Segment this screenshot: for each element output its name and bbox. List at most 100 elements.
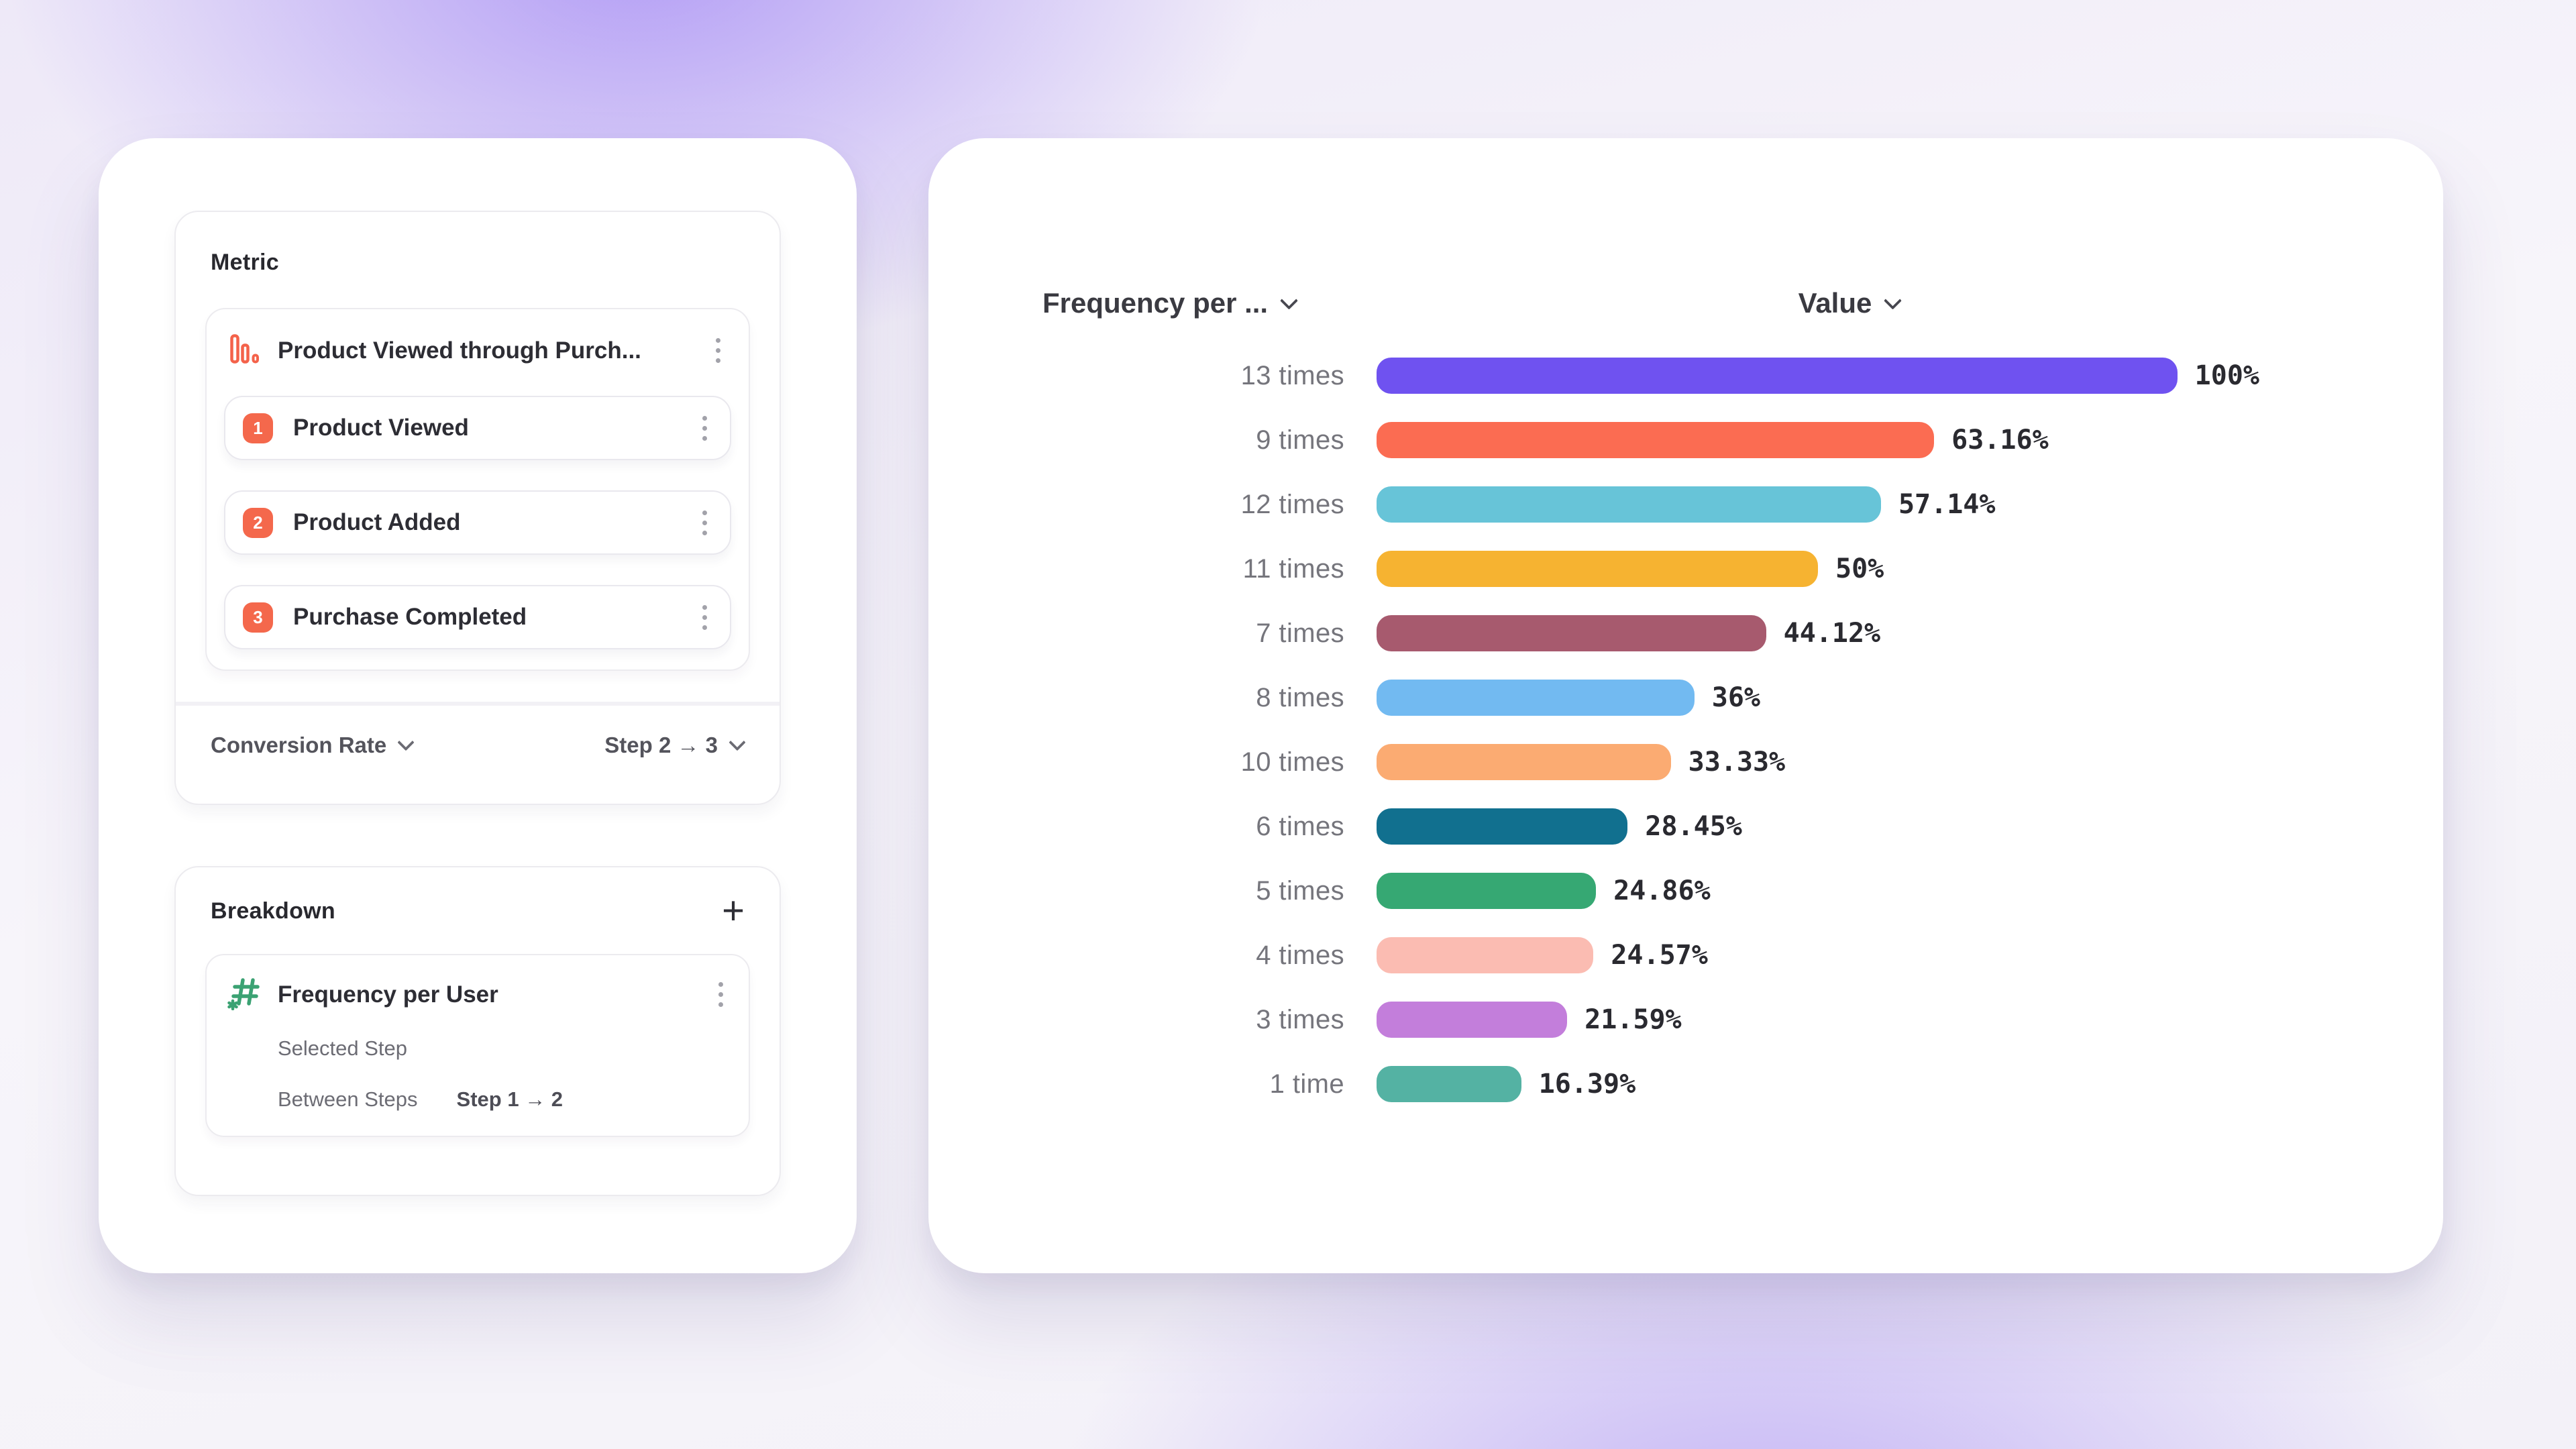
funnel-bars-icon <box>229 333 260 368</box>
bar-value-label: 57.14% <box>1898 489 1996 520</box>
chart-bar-row: 1 time 16.39% <box>1042 1052 2443 1116</box>
bar[interactable] <box>1377 937 1594 973</box>
breakdown-item-options: Selected Step Between Steps Step 1 → 2 <box>278 1036 729 1112</box>
bar[interactable] <box>1377 680 1695 716</box>
chart-bar-row: 4 times 24.57% <box>1042 923 2443 987</box>
bar-value-label: 16.39% <box>1538 1069 1636 1099</box>
step-number-badge: 1 <box>243 413 273 443</box>
bar[interactable] <box>1377 1066 1521 1102</box>
chart-bar-row: 9 times 63.16% <box>1042 408 2443 472</box>
bar-category-label: 4 times <box>1256 940 1344 970</box>
bar-cell: 28.45% <box>1377 808 2259 845</box>
step-range-dropdown[interactable]: Step 2 → 3 <box>604 733 746 758</box>
funnel-step-row[interactable]: 3 Purchase Completed <box>224 585 731 649</box>
breakdown-item-header[interactable]: Frequency per User <box>227 975 729 1014</box>
bar-category-label: 10 times <box>1240 747 1344 777</box>
bar-category-label: 7 times <box>1256 618 1344 648</box>
bar-cell: 16.39% <box>1377 1066 2259 1102</box>
step-label: Purchase Completed <box>293 604 527 630</box>
chevron-down-icon <box>397 734 415 751</box>
hash-numeric-icon <box>227 975 262 1014</box>
step-kebab-menu-icon[interactable] <box>697 506 712 539</box>
bar-cell: 44.12% <box>1377 615 2259 651</box>
query-builder-card: Metric Product Viewed through Purch... 1… <box>99 138 857 1273</box>
bar[interactable] <box>1377 808 1628 845</box>
metric-panel-divider <box>176 702 780 706</box>
step-kebab-menu-icon[interactable] <box>697 412 712 445</box>
bar[interactable] <box>1377 551 1818 587</box>
chevron-down-icon <box>1280 291 1299 310</box>
step-kebab-menu-icon[interactable] <box>697 601 712 634</box>
between-steps-value[interactable]: Step 1 → 2 <box>456 1087 564 1111</box>
chart-bar-row: 10 times 33.33% <box>1042 730 2443 794</box>
add-breakdown-button[interactable]: + <box>722 889 745 933</box>
bar[interactable] <box>1377 1002 1568 1038</box>
bar-category-label: 9 times <box>1256 425 1344 455</box>
step-range-dropdown-label: Step 2 → 3 <box>604 733 718 757</box>
between-steps-row: Between Steps Step 1 → 2 <box>278 1087 729 1112</box>
chart-bar-row: 5 times 24.86% <box>1042 859 2443 923</box>
category-column-label: Frequency per ... <box>1042 287 1269 319</box>
breakdown-section: Breakdown + <box>174 866 781 1196</box>
bar-category-label: 6 times <box>1256 811 1344 841</box>
bar-value-label: 28.45% <box>1645 811 1742 842</box>
bar-cell: 24.86% <box>1377 873 2259 909</box>
measurement-dropdown[interactable]: Conversion Rate <box>211 733 415 758</box>
bar[interactable] <box>1377 873 1597 909</box>
metric-section-title: Metric <box>211 250 279 275</box>
value-column-label: Value <box>1798 287 1872 319</box>
breakdown-kebab-menu-icon[interactable] <box>713 978 729 1011</box>
chart-header: Frequency per ... Value <box>1042 282 2443 325</box>
bar-value-label: 100% <box>2194 360 2259 391</box>
bar-cell: 21.59% <box>1377 1002 2259 1038</box>
bar[interactable] <box>1377 615 1766 651</box>
bar[interactable] <box>1377 358 2178 394</box>
bar-value-label: 33.33% <box>1688 747 1786 777</box>
bar-category-label: 12 times <box>1240 489 1344 519</box>
chart-bar-row: 6 times 28.45% <box>1042 794 2443 859</box>
bar-category-label: 13 times <box>1240 360 1344 390</box>
bar-cell: 33.33% <box>1377 744 2259 780</box>
bar-value-label: 24.86% <box>1613 875 1711 906</box>
breakdown-item-card: Frequency per User Selected Step Between… <box>205 954 750 1137</box>
selected-step-label: Selected Step <box>278 1036 408 1060</box>
bar[interactable] <box>1377 422 1935 458</box>
bar-value-label: 44.12% <box>1783 618 1881 649</box>
bar-value-label: 24.57% <box>1611 940 1708 971</box>
step-label: Product Added <box>293 509 461 535</box>
funnel-steps: 1 Product Viewed 2 Product Added 3 Purch… <box>224 396 731 649</box>
chart-rows: 13 times 100% 9 times 63.16% 12 times 57… <box>1042 343 2443 1116</box>
bar-category-label: 11 times <box>1242 553 1344 584</box>
bar-value-label: 63.16% <box>1951 425 2049 455</box>
chart-bar-row: 7 times 44.12% <box>1042 601 2443 665</box>
bar-category-label: 1 time <box>1269 1069 1344 1099</box>
bar-value-label: 21.59% <box>1585 1004 1682 1035</box>
funnel-metric-card: Product Viewed through Purch... 1 Produc… <box>205 308 750 671</box>
funnel-kebab-menu-icon[interactable] <box>710 334 726 367</box>
measurement-dropdown-label: Conversion Rate <box>211 733 387 757</box>
step-number-badge: 2 <box>243 507 273 538</box>
funnel-step-row[interactable]: 1 Product Viewed <box>224 396 731 460</box>
value-column-dropdown[interactable]: Value <box>1798 287 1902 319</box>
bar-category-label: 8 times <box>1256 682 1344 712</box>
bar[interactable] <box>1377 486 1881 523</box>
funnel-metric-name: Product Viewed through Purch... <box>278 337 641 364</box>
chart-bar-row: 3 times 21.59% <box>1042 987 2443 1052</box>
chart-bar-row: 8 times 36% <box>1042 665 2443 730</box>
step-label: Product Viewed <box>293 415 469 441</box>
bar-cell: 63.16% <box>1377 422 2259 458</box>
bar-value-label: 36% <box>1711 682 1760 713</box>
metric-footer: Conversion Rate Step 2 → 3 <box>205 706 750 758</box>
between-steps-label: Between Steps <box>278 1087 418 1111</box>
bar[interactable] <box>1377 744 1671 780</box>
breakdown-item-name: Frequency per User <box>278 981 498 1008</box>
step-number-badge: 3 <box>243 602 273 633</box>
bar-value-label: 50% <box>1835 553 1884 584</box>
funnel-step-row[interactable]: 2 Product Added <box>224 490 731 555</box>
category-column-dropdown[interactable]: Frequency per ... <box>1042 287 1344 319</box>
bar-category-label: 5 times <box>1256 875 1344 906</box>
funnel-metric-header[interactable]: Product Viewed through Purch... <box>224 328 731 396</box>
chart-bar-row: 13 times 100% <box>1042 343 2443 408</box>
selected-step-row: Selected Step <box>278 1036 729 1061</box>
